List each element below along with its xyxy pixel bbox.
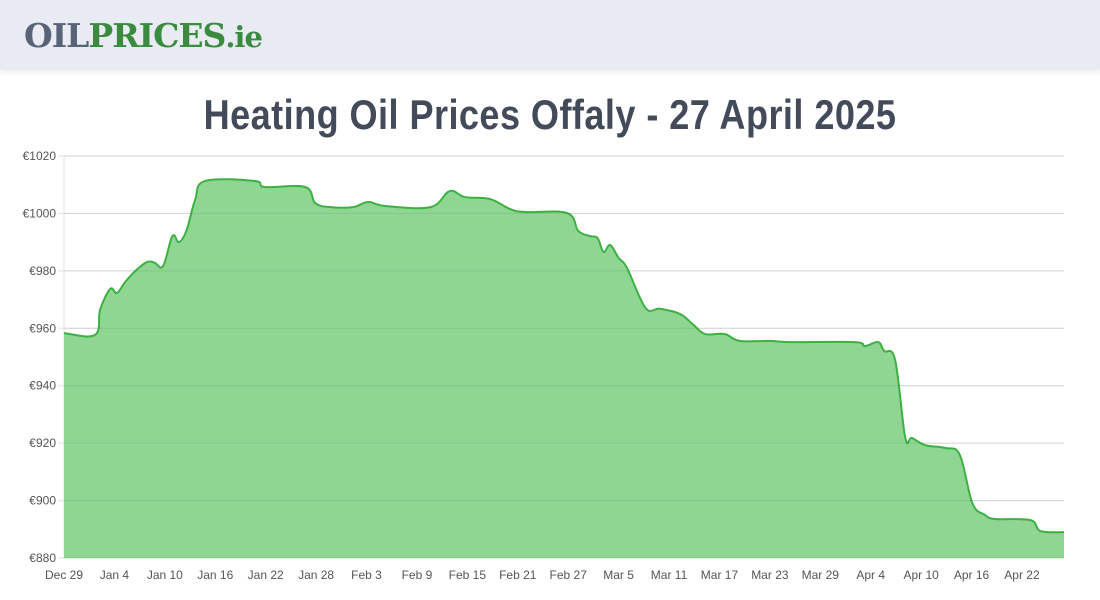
y-tick-label: €980	[29, 264, 56, 278]
x-tick-label: Apr 16	[954, 568, 990, 582]
price-area-fill	[64, 179, 1064, 558]
x-tick-label: Jan 22	[248, 568, 284, 582]
x-tick-label: Mar 5	[603, 568, 634, 582]
x-tick-label: Feb 15	[449, 568, 487, 582]
logo-text-prices: PRICES	[88, 16, 226, 55]
x-tick-label: Jan 16	[197, 568, 233, 582]
y-tick-label: €1000	[23, 206, 57, 220]
x-tick-label: Mar 11	[651, 568, 688, 582]
y-tick-label: €940	[29, 379, 56, 393]
x-tick-label: Feb 3	[351, 568, 382, 582]
y-axis: €880 €900 €920 €940 €960 €980 €1000 €1020	[23, 149, 57, 565]
x-tick-label: Feb 21	[499, 568, 537, 582]
x-tick-label: Apr 4	[856, 568, 885, 582]
logo-text-ie: .ie	[225, 20, 263, 54]
site-header: OILPRICES.ie	[0, 0, 1100, 70]
logo-text-oil: OIL	[24, 16, 89, 55]
x-axis: Dec 29 Jan 4 Jan 10 Jan 16 Jan 22 Jan 28 Feb 3…	[45, 568, 1040, 582]
x-tick-label: Jan 10	[147, 568, 183, 582]
x-tick-label: Mar 23	[751, 568, 789, 582]
x-tick-label: Apr 10	[903, 568, 939, 582]
x-tick-label: Apr 22	[1004, 568, 1040, 582]
x-tick-label: Mar 29	[802, 568, 840, 582]
price-line	[63, 178, 1065, 534]
y-tick-label: €880	[29, 551, 56, 565]
y-tick-label: €920	[29, 436, 56, 450]
y-tick-label: €1020	[23, 149, 57, 163]
y-tick-label: €900	[29, 494, 56, 508]
site-logo[interactable]: OILPRICES.ie	[24, 16, 263, 57]
y-tick-label: €960	[29, 321, 56, 335]
x-tick-label: Feb 27	[550, 568, 588, 582]
x-tick-label: Jan 4	[100, 568, 130, 582]
x-tick-label: Mar 17	[701, 568, 739, 582]
x-tick-label: Dec 29	[45, 568, 83, 582]
x-tick-label: Feb 9	[402, 568, 433, 582]
x-tick-label: Jan 28	[298, 568, 334, 582]
page-title: Heating Oil Prices Offaly - 27 April 202…	[203, 91, 897, 138]
